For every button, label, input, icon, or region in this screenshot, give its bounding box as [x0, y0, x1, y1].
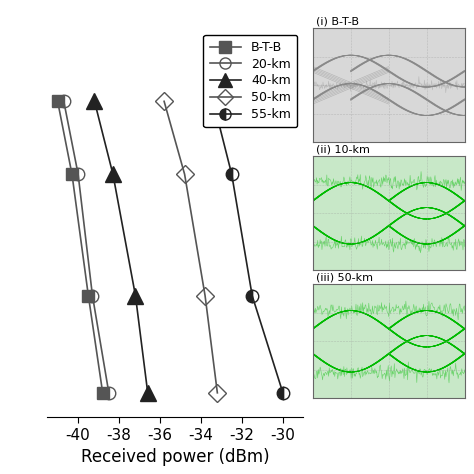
Text: (i) B-T-B: (i) B-T-B — [316, 16, 359, 26]
50-km — [182, 172, 187, 177]
55-km — [229, 172, 235, 177]
B-T-B — [69, 172, 75, 177]
Line: B-T-B: B-T-B — [51, 95, 109, 399]
B-T-B — [100, 390, 106, 396]
40-km — [110, 172, 116, 177]
40-km — [91, 99, 97, 104]
Text: (iii) 50-km: (iii) 50-km — [316, 272, 373, 282]
Line: 40-km: 40-km — [87, 94, 155, 401]
Text: (ii) 10-km: (ii) 10-km — [316, 144, 370, 154]
40-km — [133, 293, 138, 299]
Line: 50-km: 50-km — [158, 95, 224, 399]
20-km — [61, 99, 67, 104]
55-km — [210, 99, 216, 104]
20-km — [75, 172, 81, 177]
Legend: B-T-B, 20-km, 40-km, 50-km, 55-km: B-T-B, 20-km, 40-km, 50-km, 55-km — [203, 35, 297, 127]
40-km — [145, 390, 151, 396]
X-axis label: Received power (dBm): Received power (dBm) — [81, 448, 270, 466]
50-km — [215, 390, 220, 396]
55-km — [249, 293, 255, 299]
Line: 20-km: 20-km — [57, 95, 115, 399]
20-km — [106, 390, 112, 396]
50-km — [202, 293, 208, 299]
50-km — [161, 99, 167, 104]
B-T-B — [85, 293, 91, 299]
20-km — [90, 293, 95, 299]
Line: 55-km: 55-km — [207, 95, 289, 399]
B-T-B — [55, 99, 61, 104]
55-km — [280, 390, 286, 396]
